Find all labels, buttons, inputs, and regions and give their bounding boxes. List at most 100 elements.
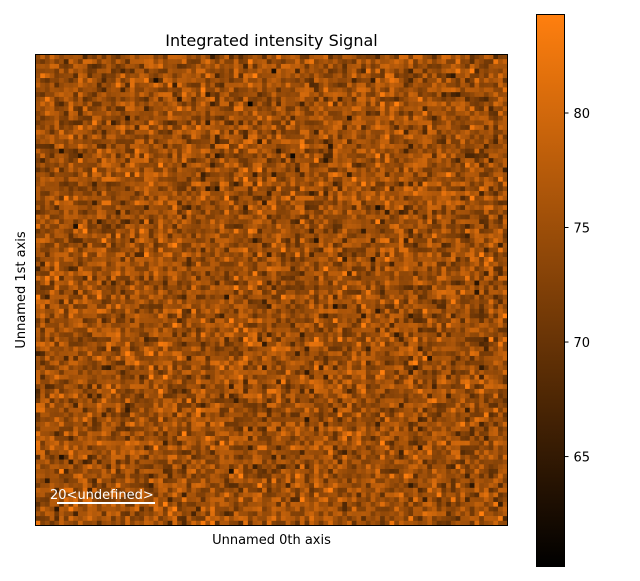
heatmap-cell: [158, 59, 164, 65]
heatmap-cell: [77, 73, 84, 79]
heatmap-cell: [139, 68, 145, 74]
heatmap-cell: [342, 275, 348, 281]
heatmap-cell: [347, 275, 353, 281]
heatmap-cell: [408, 181, 414, 187]
heatmap-cell: [153, 68, 159, 74]
heatmap-cell: [304, 63, 310, 69]
heatmap-cell: [106, 158, 112, 164]
heatmap-cell: [488, 186, 494, 192]
heatmap-cell: [59, 228, 65, 234]
heatmap-cell: [285, 252, 291, 258]
heatmap-cell: [474, 209, 480, 215]
heatmap-cell: [87, 120, 93, 126]
heatmap-cell: [398, 87, 405, 93]
heatmap-cell: [125, 162, 131, 168]
heatmap-cell: [77, 101, 84, 107]
heatmap-cell: [347, 139, 353, 145]
heatmap-cell: [483, 78, 489, 84]
heatmap-cell: [370, 261, 376, 267]
heatmap-cell: [455, 73, 461, 79]
heatmap-cell: [200, 63, 206, 69]
heatmap-cell: [219, 195, 225, 201]
heatmap-cell: [290, 167, 296, 173]
heatmap-cell: [162, 96, 169, 102]
heatmap-cell: [431, 106, 438, 112]
heatmap-cell: [101, 125, 107, 131]
heatmap-cell: [73, 257, 79, 263]
heatmap-cell: [87, 111, 93, 117]
heatmap-cell: [323, 172, 329, 178]
heatmap-cell: [474, 271, 480, 277]
heatmap-cell: [106, 153, 112, 159]
heatmap-cell: [323, 106, 329, 112]
heatmap-cell: [243, 257, 249, 263]
heatmap-cell: [384, 191, 390, 197]
heatmap-cell: [148, 111, 154, 117]
heatmap-cell: [441, 167, 447, 173]
heatmap-cell: [304, 167, 310, 173]
heatmap-cell: [54, 214, 60, 220]
heatmap-cell: [483, 247, 489, 253]
heatmap-cell: [450, 63, 456, 69]
heatmap-cell: [351, 271, 357, 277]
heatmap-cell: [233, 134, 239, 140]
heatmap-cell: [446, 257, 452, 263]
heatmap-cell: [313, 214, 320, 220]
heatmap-cell: [54, 252, 60, 258]
heatmap-cell: [465, 87, 471, 93]
heatmap-cell: [262, 266, 268, 272]
heatmap-cell: [181, 139, 187, 145]
heatmap-cell: [455, 280, 461, 286]
heatmap-cell: [309, 125, 315, 131]
heatmap-cell: [436, 82, 442, 88]
heatmap-cell: [139, 111, 145, 117]
heatmap-cell: [328, 242, 334, 248]
heatmap-cell: [229, 172, 235, 178]
heatmap-cell: [450, 143, 456, 150]
heatmap-cell: [177, 162, 183, 168]
heatmap-cell: [365, 252, 371, 258]
heatmap-cell: [73, 266, 79, 272]
heatmap-cell: [139, 87, 145, 93]
heatmap-cell: [195, 162, 202, 168]
heatmap-cell: [144, 214, 150, 220]
heatmap-cell: [427, 181, 433, 187]
heatmap-cell: [181, 257, 187, 263]
heatmap-cell: [403, 59, 409, 65]
heatmap-cell: [488, 153, 494, 159]
heatmap-cell: [44, 106, 51, 112]
heatmap-cell: [139, 134, 145, 140]
heatmap-cell: [361, 148, 367, 154]
heatmap-cell: [252, 271, 258, 277]
heatmap-cell: [479, 101, 485, 107]
heatmap-cell: [106, 238, 112, 244]
heatmap-cell: [375, 228, 381, 234]
heatmap-cell: [413, 195, 419, 201]
heatmap-cell: [205, 129, 211, 135]
heatmap-cell: [380, 200, 386, 206]
heatmap-cell: [465, 195, 471, 201]
heatmap-cell: [153, 158, 159, 164]
heatmap-cell: [262, 224, 268, 230]
heatmap-cell: [309, 195, 315, 201]
heatmap-cell: [351, 257, 357, 263]
heatmap-cell: [153, 242, 159, 248]
heatmap-cell: [394, 181, 400, 187]
heatmap-cell: [181, 228, 187, 234]
heatmap-cell: [394, 134, 400, 140]
heatmap-cell: [200, 54, 206, 60]
heatmap-cell: [271, 228, 277, 234]
heatmap-cell: [398, 153, 405, 159]
heatmap-cell: [59, 214, 65, 220]
heatmap-cell: [342, 172, 348, 178]
heatmap-cell: [191, 200, 197, 206]
heatmap-cell: [205, 186, 211, 192]
heatmap-cell: [153, 73, 159, 79]
heatmap-cell: [191, 252, 197, 258]
heatmap-cell: [502, 106, 508, 112]
heatmap-cell: [413, 96, 419, 102]
heatmap-cell: [54, 96, 60, 102]
heatmap-cell: [148, 271, 154, 277]
heatmap-cell: [257, 73, 263, 79]
heatmap-cell: [252, 158, 258, 164]
